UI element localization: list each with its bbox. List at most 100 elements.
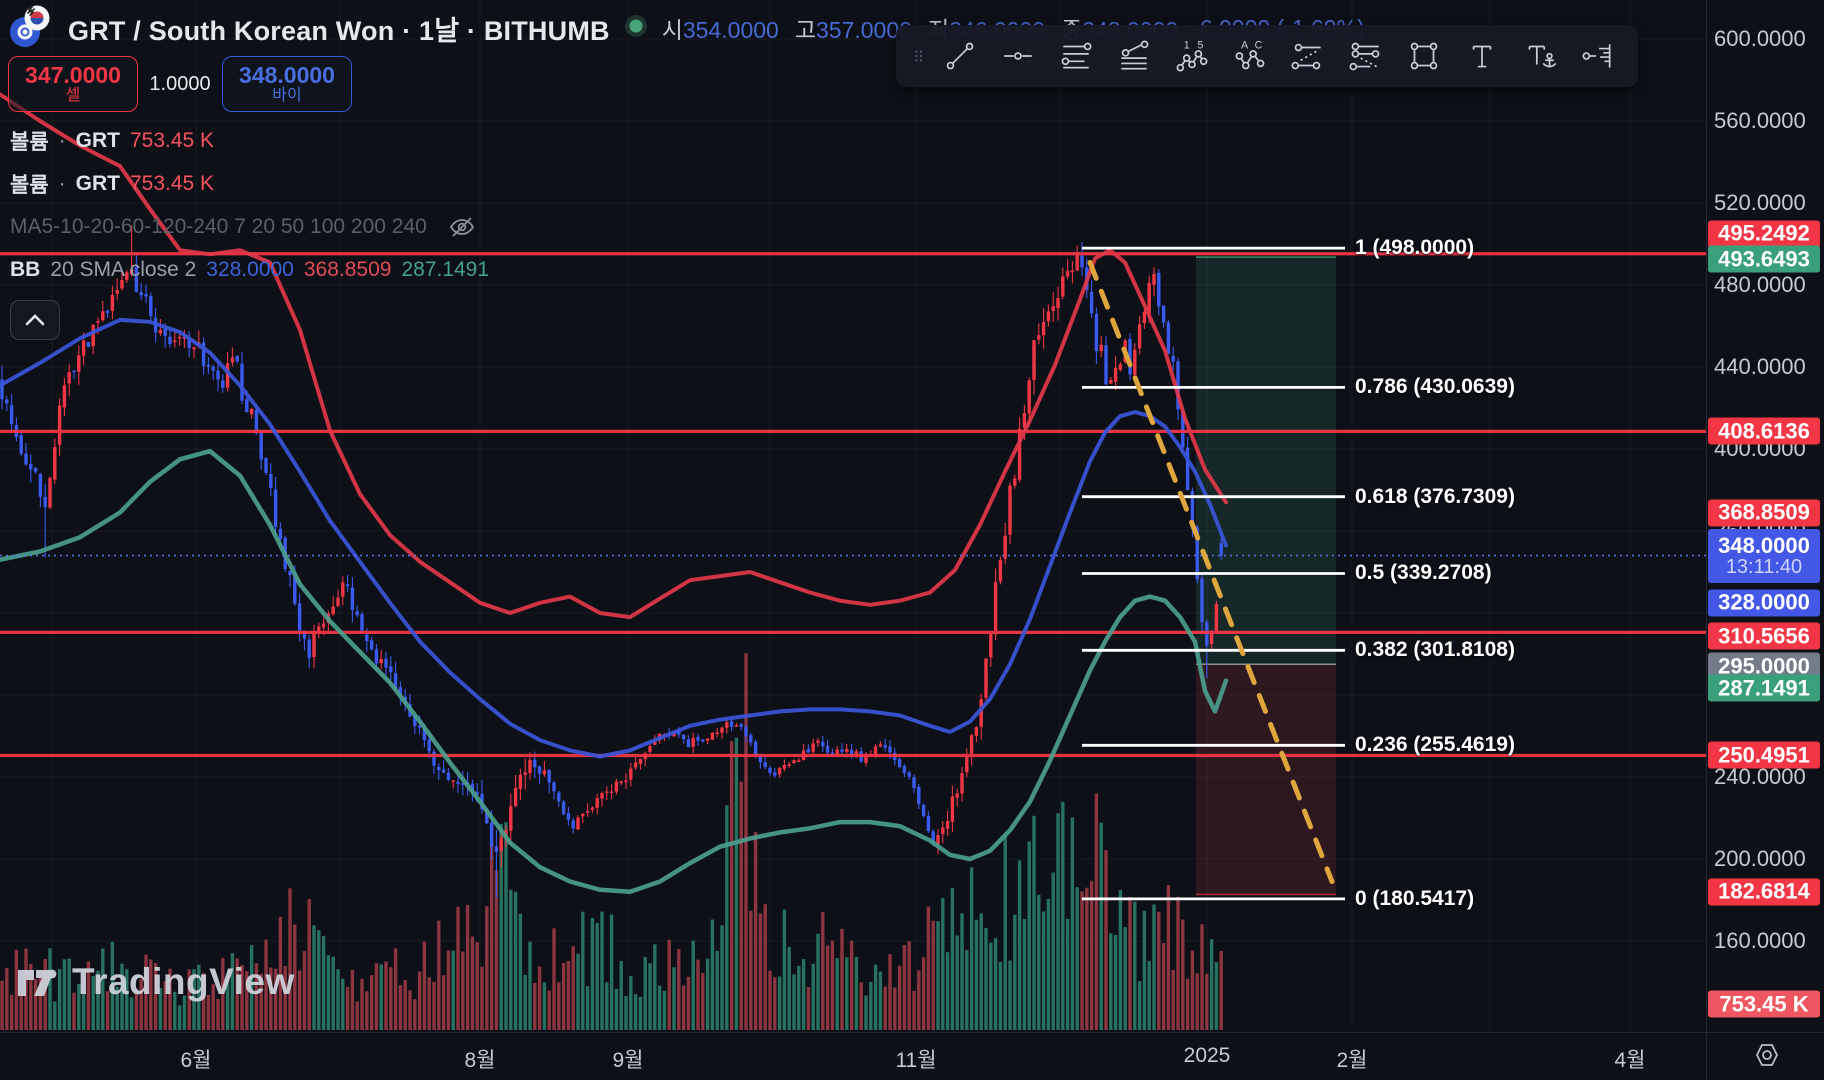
candle bbox=[686, 739, 691, 748]
volume-bar bbox=[926, 906, 931, 1030]
svg-text:1: 1 bbox=[1184, 40, 1190, 52]
disjoint-channel-icon[interactable] bbox=[1338, 31, 1394, 81]
price-axis-label: 200.0000 bbox=[1714, 846, 1806, 871]
parallel-channel-icon[interactable] bbox=[1280, 31, 1336, 81]
candle bbox=[653, 741, 657, 745]
candle bbox=[494, 846, 499, 852]
candle bbox=[619, 781, 623, 784]
drag-handle-icon[interactable] bbox=[908, 31, 930, 81]
volume-bar bbox=[57, 968, 62, 1030]
sell-button[interactable]: 347.0000 셀 bbox=[8, 56, 138, 112]
candle bbox=[0, 379, 4, 400]
grid-layer bbox=[0, 0, 1706, 1030]
candle bbox=[312, 633, 316, 658]
volume-value: 753.45 K bbox=[129, 172, 215, 195]
candle bbox=[182, 337, 187, 339]
volume-bar bbox=[806, 987, 811, 1030]
volume-bar bbox=[629, 975, 633, 1030]
candle bbox=[293, 574, 297, 604]
candle bbox=[552, 782, 556, 792]
candle bbox=[264, 457, 268, 473]
candle bbox=[19, 435, 23, 454]
collapse-legend-button[interactable] bbox=[10, 300, 60, 340]
price-badge: 310.5656 bbox=[1708, 622, 1820, 650]
fib-retracement-icon[interactable] bbox=[1048, 31, 1104, 81]
candle bbox=[379, 659, 383, 664]
volume-bar bbox=[1113, 934, 1118, 1030]
candle bbox=[605, 791, 609, 794]
projection-trend-line bbox=[1087, 259, 1335, 885]
volume-bar bbox=[768, 970, 772, 1030]
fixed-range-volume-profile-icon[interactable] bbox=[1570, 31, 1626, 81]
market-status-icon[interactable] bbox=[624, 14, 648, 43]
candle bbox=[696, 736, 700, 741]
volume-bar bbox=[264, 939, 268, 1030]
candle bbox=[91, 324, 95, 347]
candle bbox=[235, 355, 239, 362]
anchored-text-icon[interactable] bbox=[1512, 31, 1568, 81]
candle bbox=[931, 831, 935, 844]
price-badge: 408.6136 bbox=[1708, 417, 1820, 445]
volume-bar bbox=[408, 990, 412, 1030]
buy-button[interactable]: 348.0000 바이 bbox=[222, 56, 352, 112]
volume-bar bbox=[489, 841, 494, 1030]
candle bbox=[840, 749, 844, 752]
volume-bar bbox=[230, 953, 235, 1030]
candle bbox=[77, 355, 81, 372]
candle bbox=[888, 746, 892, 753]
price-axis-label: 160.0000 bbox=[1714, 928, 1806, 953]
symbol-title[interactable]: GRT / South Korean Won · 1날 · BITHUMB bbox=[68, 15, 610, 46]
volume-bar bbox=[1075, 887, 1079, 1030]
volume-bar bbox=[355, 1001, 359, 1030]
price-badge: 495.2492 bbox=[1708, 220, 1820, 248]
volume-bar bbox=[825, 945, 830, 1030]
candles-layer bbox=[0, 225, 1223, 898]
rectangle-icon[interactable] bbox=[1396, 31, 1452, 81]
legend-ma[interactable]: MA5-10-20-60-120-240 7 20 50 100 200 240 bbox=[10, 212, 489, 242]
volume-bar bbox=[245, 971, 249, 1030]
volume-bar bbox=[677, 949, 681, 1030]
candle bbox=[53, 446, 57, 480]
volume-bar bbox=[115, 986, 119, 1030]
candle bbox=[1104, 345, 1108, 385]
candle bbox=[542, 770, 547, 775]
volume-bar bbox=[1008, 960, 1012, 1030]
volume-bar bbox=[125, 969, 129, 1030]
buy-label: 바이 bbox=[272, 87, 302, 105]
candle bbox=[1099, 344, 1103, 352]
volume-bar bbox=[456, 906, 460, 1030]
candle bbox=[398, 687, 403, 697]
legend-volume-1[interactable]: 볼륨 · GRT 753.45 K bbox=[10, 126, 489, 156]
volume-bar bbox=[1089, 881, 1094, 1030]
volume-bar bbox=[62, 959, 67, 1030]
chart-settings-icon[interactable] bbox=[1752, 1040, 1782, 1075]
position-profit-zone bbox=[1196, 257, 1336, 665]
volume-bar bbox=[499, 823, 503, 1030]
volume-bar bbox=[619, 961, 623, 1030]
pitchfork-icon[interactable] bbox=[1106, 31, 1162, 81]
candle bbox=[561, 801, 566, 815]
candle bbox=[854, 751, 859, 756]
legend-bb[interactable]: BB 20 SMA close 2 328.0000 368.8509 287.… bbox=[10, 255, 489, 285]
volume-bar bbox=[9, 994, 14, 1030]
legend-volume-2[interactable]: 볼륨 · GRT 753.45 K bbox=[10, 169, 489, 199]
volume-bar bbox=[691, 940, 695, 1030]
candle bbox=[1205, 622, 1209, 646]
volume-indicator-name: 볼륨 bbox=[10, 131, 49, 154]
volume-bar bbox=[216, 998, 220, 1030]
volume-bar bbox=[422, 941, 427, 1030]
trend-line-icon[interactable] bbox=[932, 31, 988, 81]
volume-bar bbox=[566, 960, 571, 1030]
candle bbox=[1166, 322, 1171, 355]
volume-bar bbox=[345, 986, 350, 1030]
volume-bar bbox=[269, 967, 273, 1030]
horizontal-line-icon[interactable] bbox=[990, 31, 1046, 81]
text-icon[interactable] bbox=[1454, 31, 1510, 81]
eye-off-icon[interactable] bbox=[447, 212, 477, 242]
volume-bar bbox=[1051, 872, 1055, 1030]
candle bbox=[441, 769, 446, 773]
